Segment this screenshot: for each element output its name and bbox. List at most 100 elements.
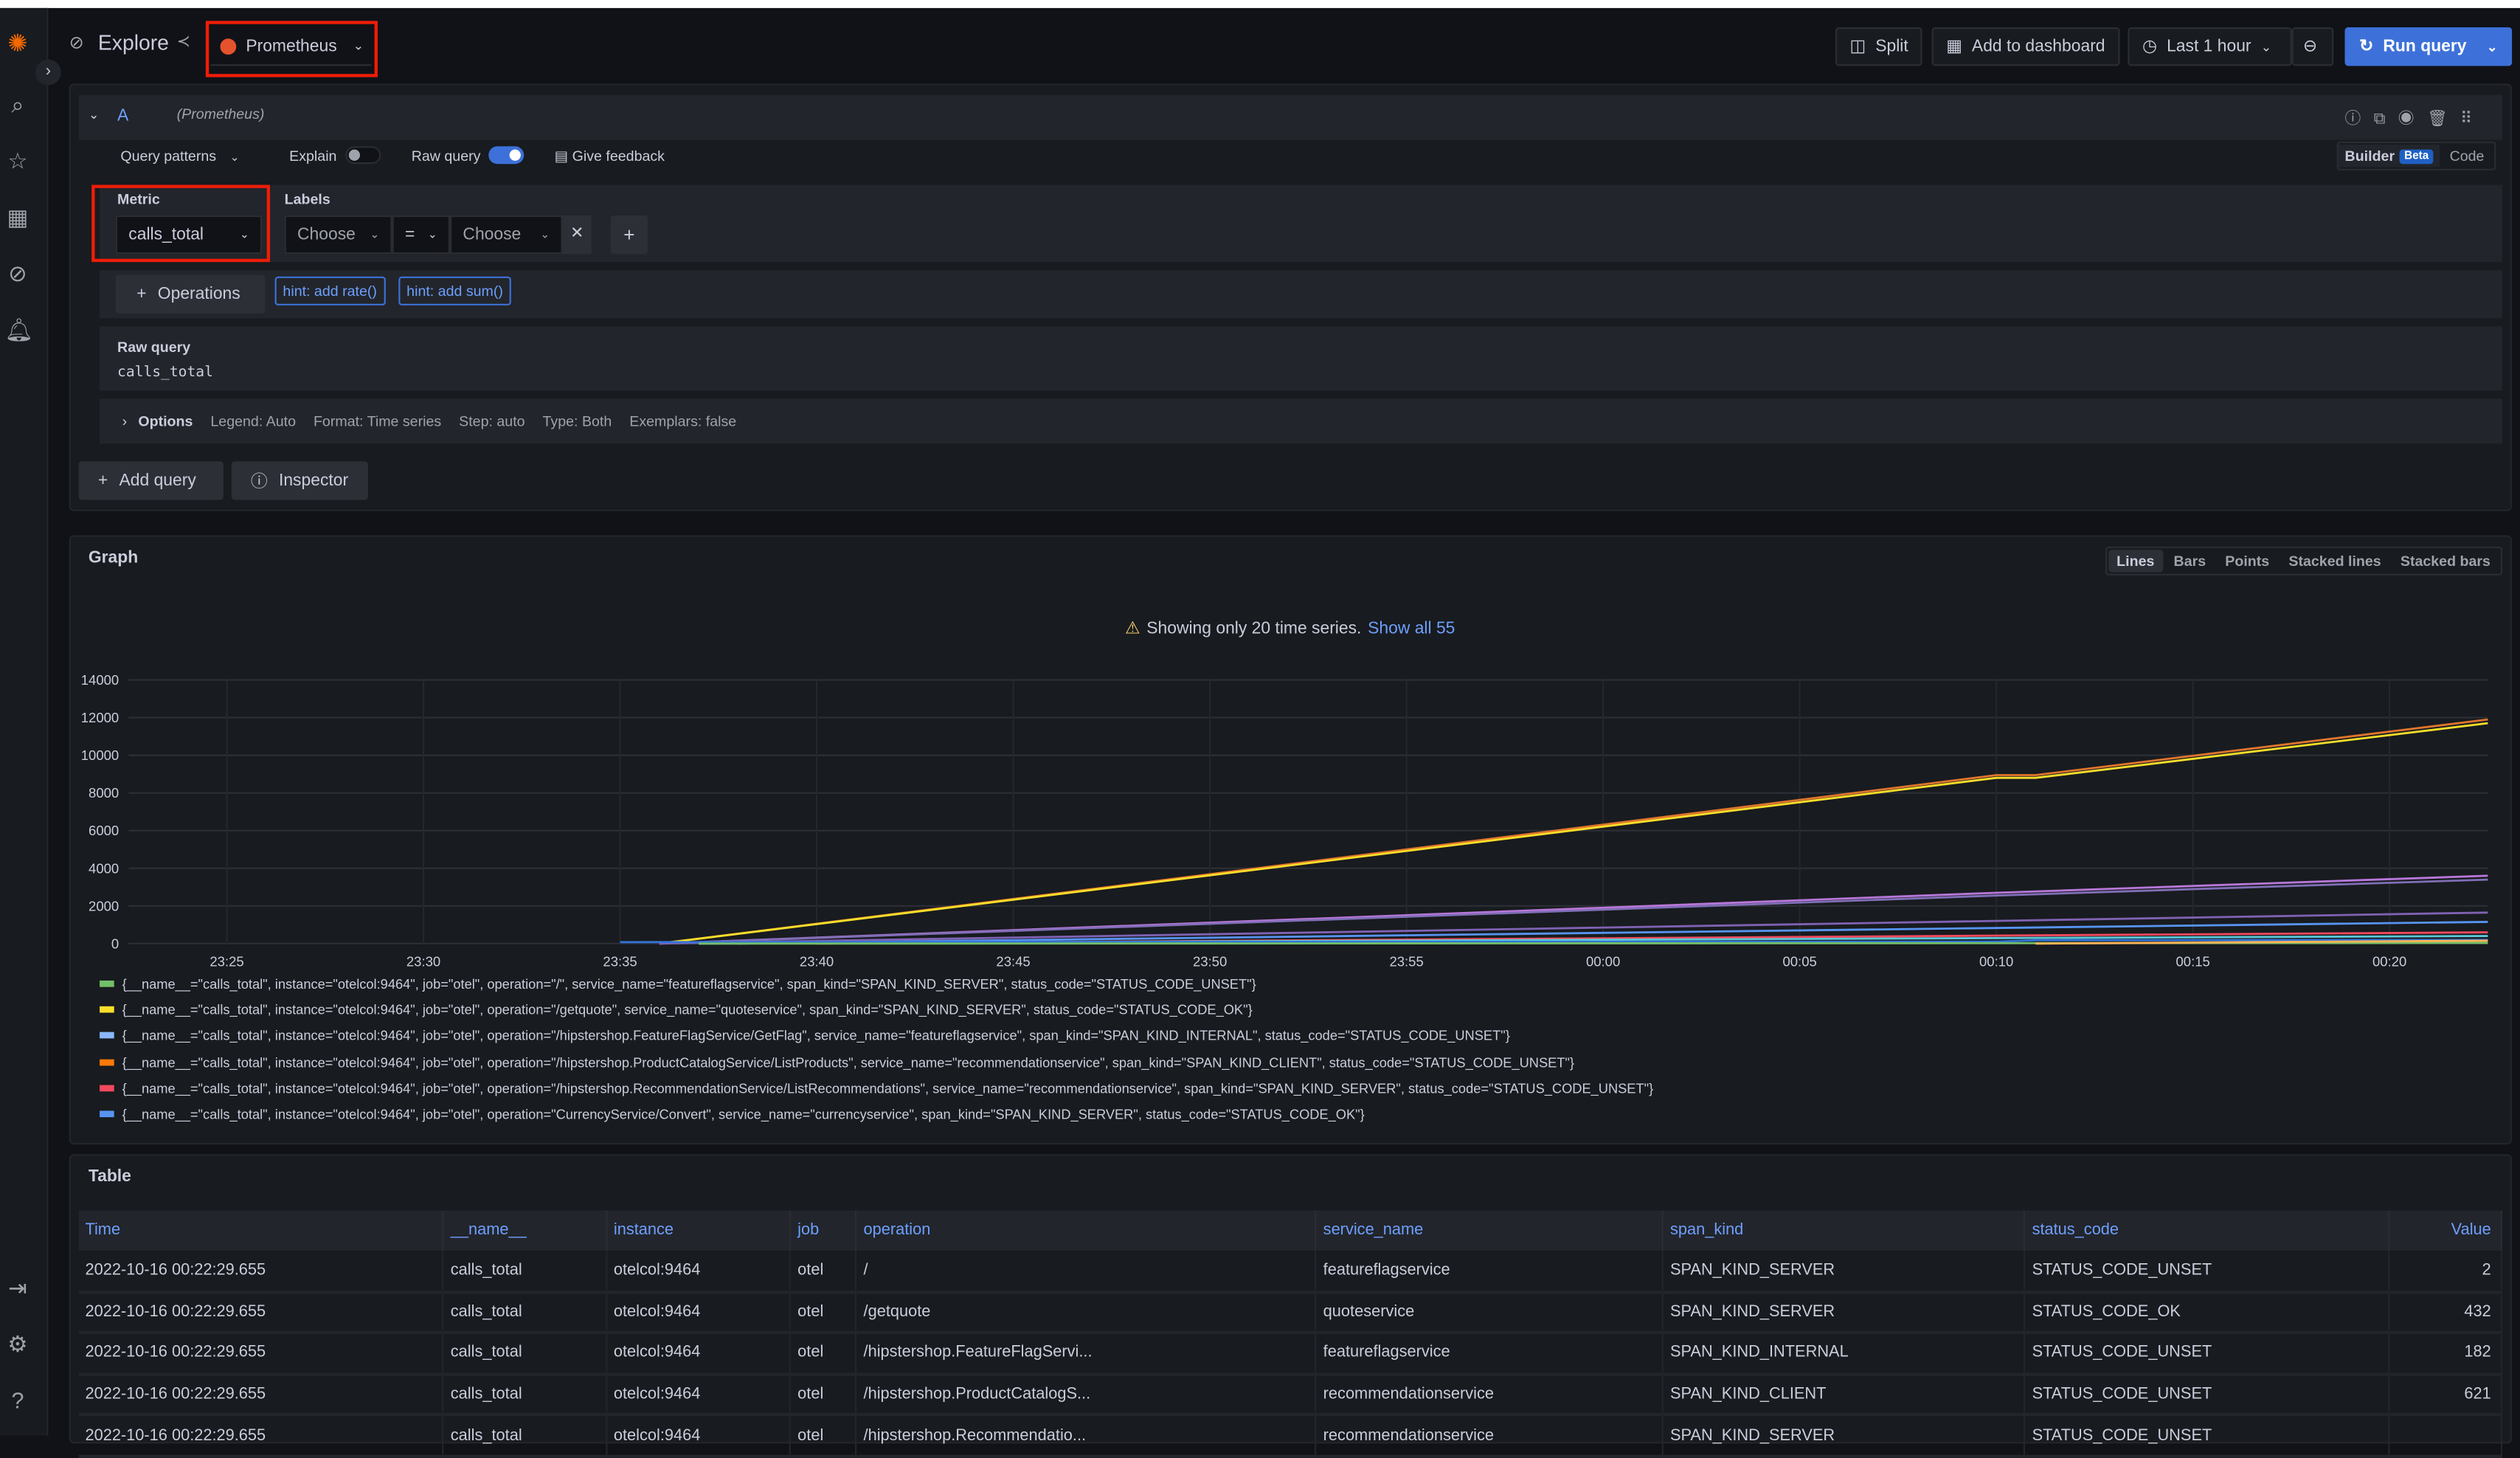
table-cell: STATUS_CODE_OK [2024,1291,2391,1335]
column-header-job[interactable]: job [790,1210,857,1251]
zoom-out-button[interactable]: ⊖ [2291,27,2334,66]
table-cell: calls_total [443,1250,608,1293]
collapse-chevron-icon[interactable]: ⌄ [88,107,100,122]
column-header-time[interactable]: Time [78,1210,445,1251]
y-tick-label: 10000 [81,747,119,763]
split-button[interactable]: ◫ Split [1835,27,1923,66]
table-row: 2022-10-16 00:22:29.655 calls_total otelco… [78,1374,2503,1417]
view-mode-stacked-bars[interactable]: Stacked bars [2400,553,2490,570]
options-row[interactable]: › Options Legend: Auto Format: Time seri… [122,413,737,429]
column-header-value[interactable]: Value [2389,1210,2503,1251]
x-tick-label: 23:30 [406,953,440,969]
y-tick-label: 4000 [89,860,119,876]
query-patterns-label: Query patterns [120,148,217,165]
column-header-instance[interactable]: instance [606,1210,792,1251]
legend-color-swatch [100,1058,114,1065]
trash-icon[interactable]: 🗑︎ [2426,111,2461,129]
table-header-row: Time __name__ instance job operation service_… [78,1210,2503,1251]
view-mode-lines[interactable]: Lines [2108,550,2163,573]
time-range-label: Last 1 hour [2167,37,2251,57]
run-query-button[interactable]: ↻ Run query ⌄ [2344,27,2513,66]
column-header-operation[interactable]: operation [856,1210,1317,1251]
legend-item[interactable]: {__name__="calls_total", instance="otelc… [100,1028,1510,1044]
table-cell: /hipstershop.FeatureFlagServi... [856,1333,1317,1376]
legend-item[interactable]: {__name__="calls_total", instance="otelc… [100,1106,1365,1122]
time-range-picker[interactable]: ◷ Last 1 hour ⌄ [2128,27,2292,66]
table-cell: quoteservice [1315,1291,1664,1335]
add-to-dashboard-button[interactable]: ▦ Add to dashboard [1931,27,2120,66]
datasource-name: Prometheus [246,36,337,56]
legend-item[interactable]: {__name__="calls_total", instance="otelc… [100,1080,1653,1096]
star-icon[interactable]: ☆ [7,148,28,174]
alert-bell-icon[interactable]: 🔔︎ [4,317,34,343]
add-label-button[interactable]: + [610,215,648,255]
warning-icon: ⚠ [1124,618,1140,638]
view-mode-stacked-lines[interactable]: Stacked lines [2288,553,2381,570]
time-series-chart[interactable]: 0 2000 4000 6000 8000 10000 12000 14000 23:25 23:… [69,659,2512,981]
legend-item[interactable]: {__name__="calls_total", instance="otelc… [100,1002,1253,1018]
legend-item[interactable]: {__name__="calls_total", instance="otelc… [100,975,1256,992]
legend-item[interactable]: {__name__="calls_total", instance="otelc… [100,1054,1574,1070]
view-mode-points[interactable]: Points [2225,553,2270,570]
query-patterns-dropdown[interactable]: Query patterns ⌄ [120,148,239,164]
query-ref-id[interactable]: A [117,106,129,125]
option-type: Type: Both [542,412,612,429]
x-tick-label: 23:55 [1389,953,1423,969]
eye-icon[interactable]: ◉ [2398,111,2427,129]
column-header-status-code[interactable]: status_code [2024,1210,2391,1251]
builder-mode-tab[interactable]: Builder Beta [2338,145,2440,167]
column-header-service-name[interactable]: service_name [1315,1210,1664,1251]
operations-button[interactable]: + Operations [115,274,266,314]
dashboards-icon[interactable]: ▦ [7,204,29,230]
series-line [620,939,2488,944]
remove-label-button[interactable]: ✕ [562,215,592,255]
show-all-series-link[interactable]: Show all 55 [1368,618,1455,638]
column-header-span-kind[interactable]: span_kind [1663,1210,2026,1251]
raw-query-toggle[interactable] [488,146,525,165]
hint-add-sum-button[interactable]: hint: add sum() [398,276,511,305]
table-row: 2022-10-16 00:22:29.655 calls_total otelco… [78,1291,2503,1335]
split-icon: ◫ [1849,37,1866,57]
gear-icon[interactable]: ⚙ [7,1330,28,1357]
table-title: Table [88,1167,131,1186]
explore-compass-icon[interactable]: ⊘ [8,260,27,286]
help-icon[interactable]: ⓘ [2344,111,2374,129]
x-tick-label: 00:15 [2176,953,2210,969]
metric-select[interactable]: calls_total ⌄ [115,215,263,255]
series-line [659,911,2488,945]
label-name-placeholder: Choose [297,224,356,245]
expand-sidebar-chevron-icon[interactable]: › [35,59,61,86]
add-query-button[interactable]: + Add query [78,461,224,500]
drag-handle-icon[interactable]: ⠿ [2460,111,2485,129]
label-value-select[interactable]: Choose ⌄ [449,215,563,255]
series-line [659,878,2488,945]
datasource-picker[interactable]: Prometheus ⌄ [210,27,372,66]
share-icon[interactable]: ≺ [176,33,190,52]
chevron-down-icon: ⌄ [427,229,437,241]
explain-toggle[interactable] [345,146,381,165]
column-header-name[interactable]: __name__ [443,1210,608,1251]
zoom-out-icon: ⊖ [2302,37,2318,57]
inspector-button[interactable]: ⓘ Inspector [231,461,368,500]
table-cell: otel [790,1291,857,1335]
grafana-logo-icon[interactable]: ✺ [7,30,28,58]
legend-color-swatch [100,1110,114,1118]
series-line [659,718,2488,945]
table-cell: otel [790,1374,857,1417]
give-feedback-link[interactable]: ▤ Give feedback [555,148,665,165]
options-section[interactable] [100,398,2503,444]
warning-text: Showing only 20 time series. [1146,618,1362,638]
plus-icon: + [623,223,635,246]
help-icon[interactable]: ? [11,1387,24,1413]
label-operator-select[interactable]: = ⌄ [392,215,450,255]
code-mode-tab[interactable]: Code [2449,148,2485,165]
x-tick-label: 23:40 [800,953,834,969]
options-label: Options [138,412,193,429]
duplicate-icon[interactable]: ⧉ [2373,111,2398,129]
search-icon[interactable]: ⌕ [11,91,24,118]
chevron-down-icon[interactable]: ⌄ [2486,39,2498,54]
view-mode-bars[interactable]: Bars [2173,553,2206,570]
sign-in-icon[interactable]: ⇥ [8,1274,27,1301]
hint-add-rate-button[interactable]: hint: add rate() [274,276,385,305]
label-name-select[interactable]: Choose ⌄ [284,215,392,255]
